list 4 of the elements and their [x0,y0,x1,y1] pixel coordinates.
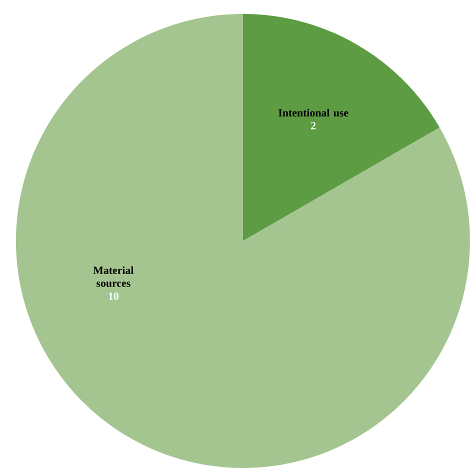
data-label: 2 [311,122,316,130]
slice-label: Intentional use [278,108,348,117]
slice-label: Material sources [93,266,134,287]
data-label: 10 [108,292,118,300]
